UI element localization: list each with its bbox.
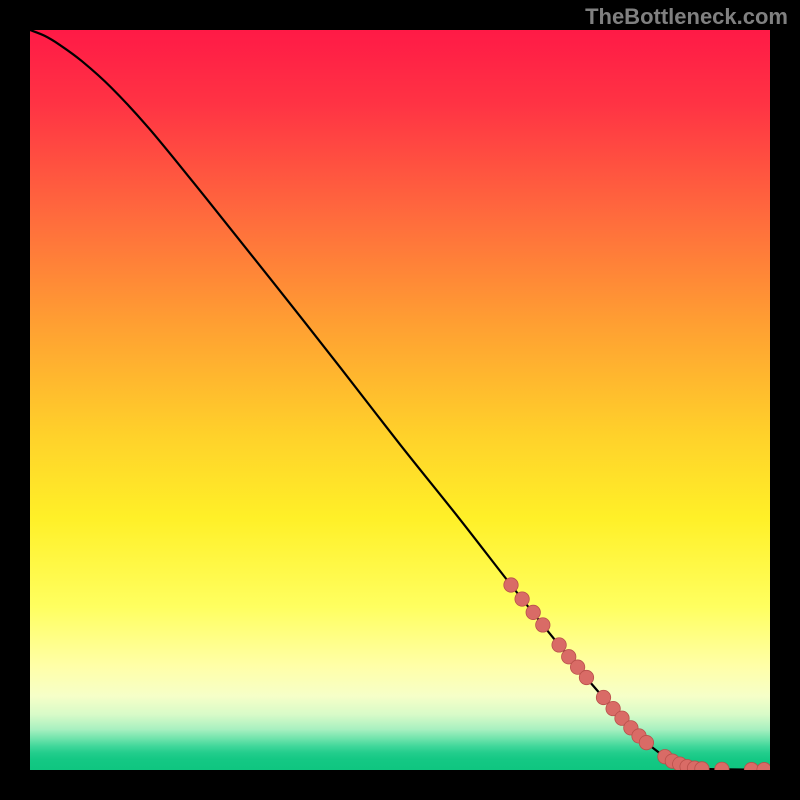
watermark-text: TheBottleneck.com [585, 4, 788, 30]
data-marker [536, 618, 550, 632]
data-marker [504, 578, 518, 592]
data-marker [515, 592, 529, 606]
heatmap-background [30, 30, 770, 770]
data-marker [552, 638, 566, 652]
chart-svg [30, 30, 770, 770]
data-marker [579, 670, 593, 684]
data-marker [639, 735, 653, 749]
data-marker [526, 605, 540, 619]
chart-frame: TheBottleneck.com [0, 0, 800, 800]
plot-area [30, 30, 770, 770]
